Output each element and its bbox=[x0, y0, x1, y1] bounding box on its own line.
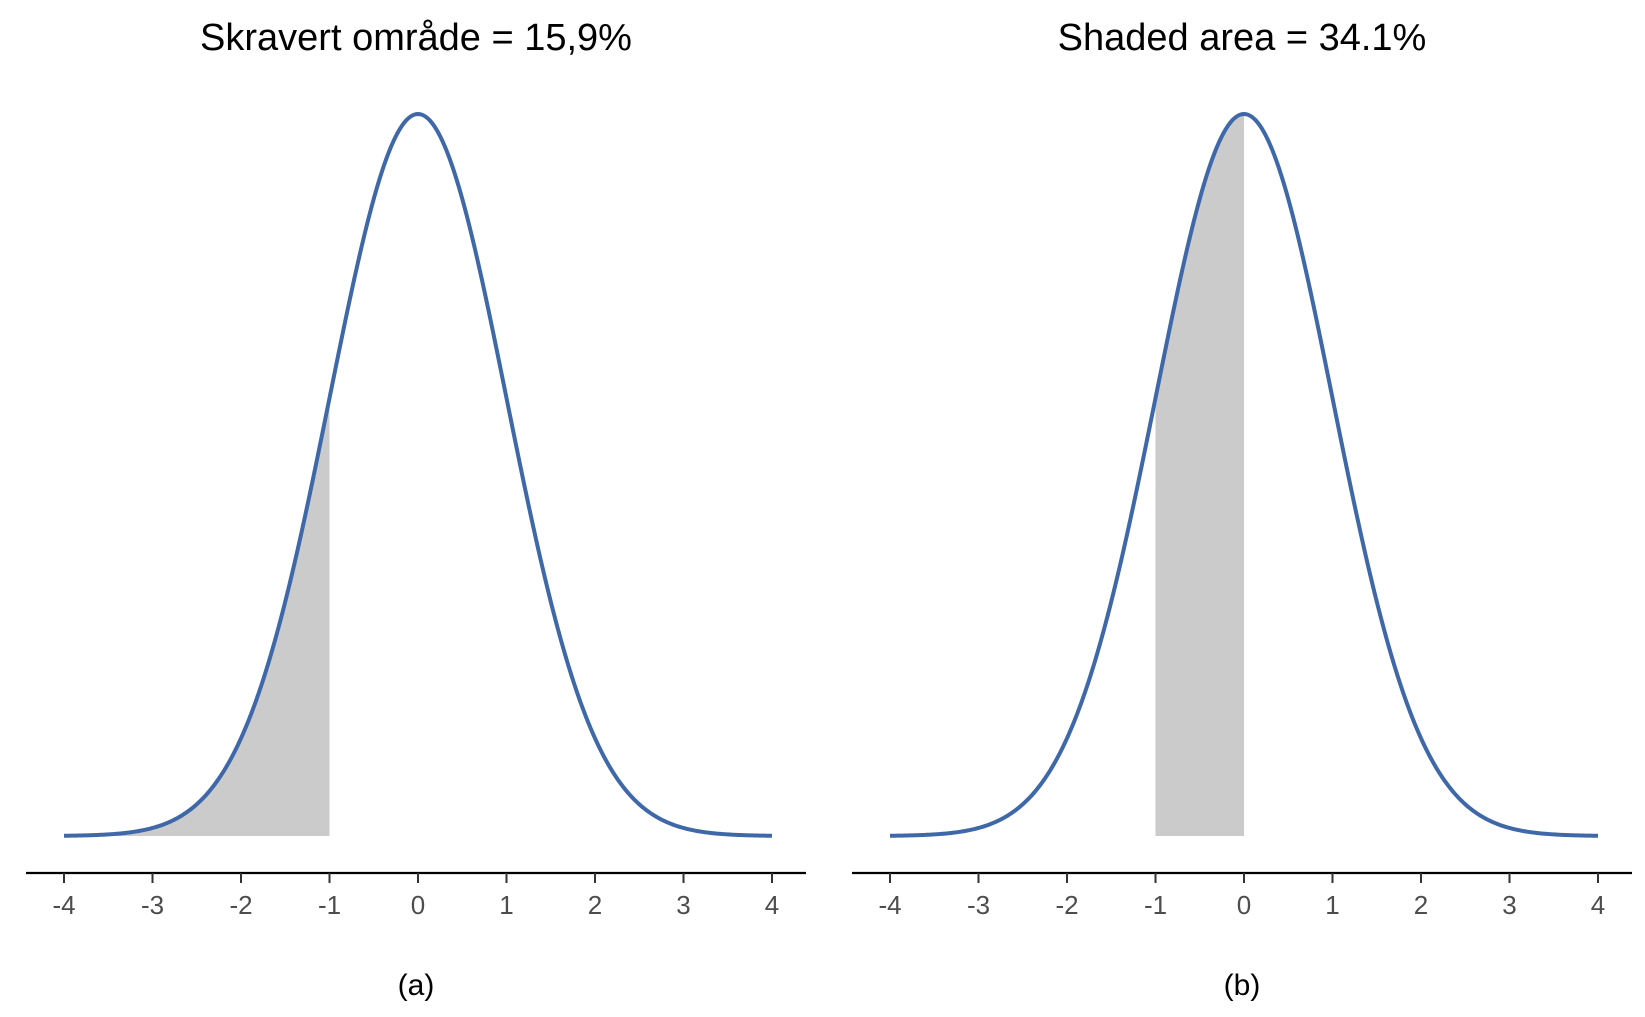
panel-b-density-curve bbox=[889, 112, 1599, 838]
panel-b-x-tick-label: 3 bbox=[1502, 890, 1516, 920]
panel-a-caption: (a) bbox=[398, 969, 435, 1002]
panel-b-x-tick-label: -1 bbox=[1144, 890, 1167, 920]
panel-a-x-tick-label: -2 bbox=[229, 890, 252, 920]
panel-b-title: Shaded area = 34.1% bbox=[1058, 17, 1427, 59]
panel-b-caption: (b) bbox=[1224, 969, 1261, 1002]
panel-b-x-tick-label: -3 bbox=[967, 890, 990, 920]
panel-a-title: Skravert område = 15,9% bbox=[200, 17, 632, 59]
panel-a-x-tick-label: -4 bbox=[52, 890, 75, 920]
panel-b-x-tick-label: -4 bbox=[878, 890, 901, 920]
panel-a-density-curve bbox=[63, 112, 773, 838]
panel-a-x-tick-label: -1 bbox=[318, 890, 341, 920]
panel-a-x-tick-label: 2 bbox=[588, 890, 602, 920]
panel-b-x-ticks: -4 -3 -2 -1 0 1 2 3 4 bbox=[878, 873, 1605, 920]
panel-a: Skravert område = 15,9% -4 -3 -2 -1 0 1 2 3 4 (a… bbox=[26, 17, 806, 1002]
panel-a-x-ticks: -4 -3 -2 -1 0 1 2 3 4 bbox=[52, 873, 779, 920]
panel-a-x-tick-label: 3 bbox=[676, 890, 690, 920]
panel-b-x-tick-label: 0 bbox=[1237, 890, 1251, 920]
panel-b-x-tick-label: -2 bbox=[1055, 890, 1078, 920]
panel-a-x-tick-label: -3 bbox=[141, 890, 164, 920]
panel-b-x-tick-label: 4 bbox=[1591, 890, 1605, 920]
panel-b: Shaded area = 34.1% -4 -3 -2 -1 0 1 2 3 4 (b) bbox=[852, 17, 1632, 1002]
panel-b-shaded-area bbox=[1155, 114, 1244, 836]
panel-a-x-tick-label: 1 bbox=[499, 890, 513, 920]
panel-a-x-tick-label: 0 bbox=[411, 890, 425, 920]
panel-a-x-tick-label: 4 bbox=[765, 890, 779, 920]
panel-b-x-tick-label: 2 bbox=[1414, 890, 1428, 920]
panel-b-x-tick-label: 1 bbox=[1325, 890, 1339, 920]
panel-a-shaded-area bbox=[64, 398, 330, 836]
